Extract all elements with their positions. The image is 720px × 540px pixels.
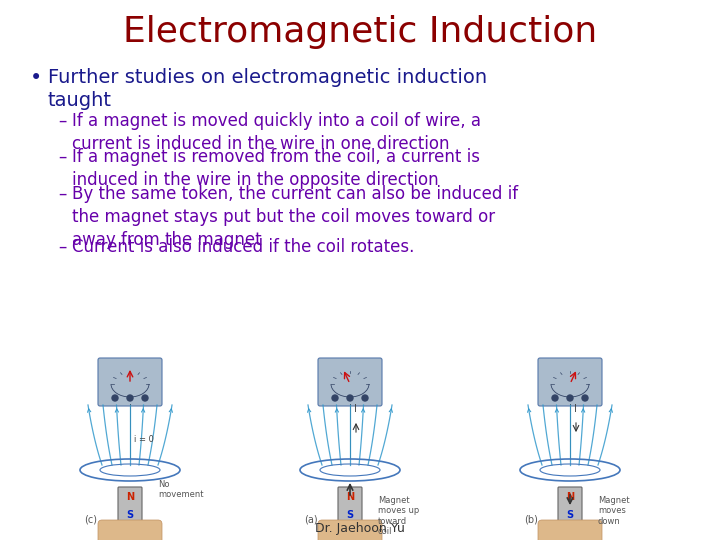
FancyBboxPatch shape (98, 520, 162, 540)
Text: (b): (b) (524, 515, 538, 525)
Circle shape (112, 395, 118, 401)
Text: If a magnet is removed from the coil, a current is
induced in the wire in the op: If a magnet is removed from the coil, a … (72, 148, 480, 189)
Text: Dr. Jaehoon Yu: Dr. Jaehoon Yu (315, 522, 405, 535)
FancyBboxPatch shape (118, 487, 142, 525)
Text: I: I (574, 404, 577, 414)
Text: Magnet
moves
down: Magnet moves down (598, 496, 629, 526)
Circle shape (567, 395, 573, 401)
Text: –: – (58, 112, 66, 130)
Text: No
movement: No movement (158, 480, 204, 500)
Text: If a magnet is moved quickly into a coil of wire, a
current is induced in the wi: If a magnet is moved quickly into a coil… (72, 112, 481, 153)
Text: i = 0: i = 0 (134, 435, 154, 444)
FancyBboxPatch shape (558, 487, 582, 525)
FancyBboxPatch shape (98, 358, 162, 406)
Text: S: S (346, 510, 354, 520)
Circle shape (582, 395, 588, 401)
Circle shape (142, 395, 148, 401)
Circle shape (552, 395, 558, 401)
Text: N: N (126, 492, 134, 502)
Circle shape (362, 395, 368, 401)
Text: Electromagnetic Induction: Electromagnetic Induction (123, 15, 597, 49)
FancyBboxPatch shape (538, 520, 602, 540)
Text: •: • (30, 68, 42, 88)
Text: N: N (566, 492, 574, 502)
Text: (a): (a) (304, 515, 318, 525)
Circle shape (347, 395, 353, 401)
Text: Current is also induced if the coil rotates.: Current is also induced if the coil rota… (72, 238, 415, 256)
Text: –: – (58, 185, 66, 203)
Text: Further studies on electromagnetic induction
taught: Further studies on electromagnetic induc… (48, 68, 487, 111)
Text: (c): (c) (84, 515, 97, 525)
Text: Magnet
moves up
toward
coil: Magnet moves up toward coil (378, 496, 419, 536)
FancyBboxPatch shape (318, 520, 382, 540)
FancyBboxPatch shape (318, 358, 382, 406)
Circle shape (332, 395, 338, 401)
FancyBboxPatch shape (338, 487, 362, 525)
Text: By the same token, the current can also be induced if
the magnet stays put but t: By the same token, the current can also … (72, 185, 518, 249)
Text: N: N (346, 492, 354, 502)
FancyBboxPatch shape (538, 358, 602, 406)
Text: S: S (567, 510, 574, 520)
Text: I: I (354, 404, 357, 414)
Circle shape (127, 395, 133, 401)
Text: –: – (58, 238, 66, 256)
Text: –: – (58, 148, 66, 166)
Text: S: S (127, 510, 134, 520)
